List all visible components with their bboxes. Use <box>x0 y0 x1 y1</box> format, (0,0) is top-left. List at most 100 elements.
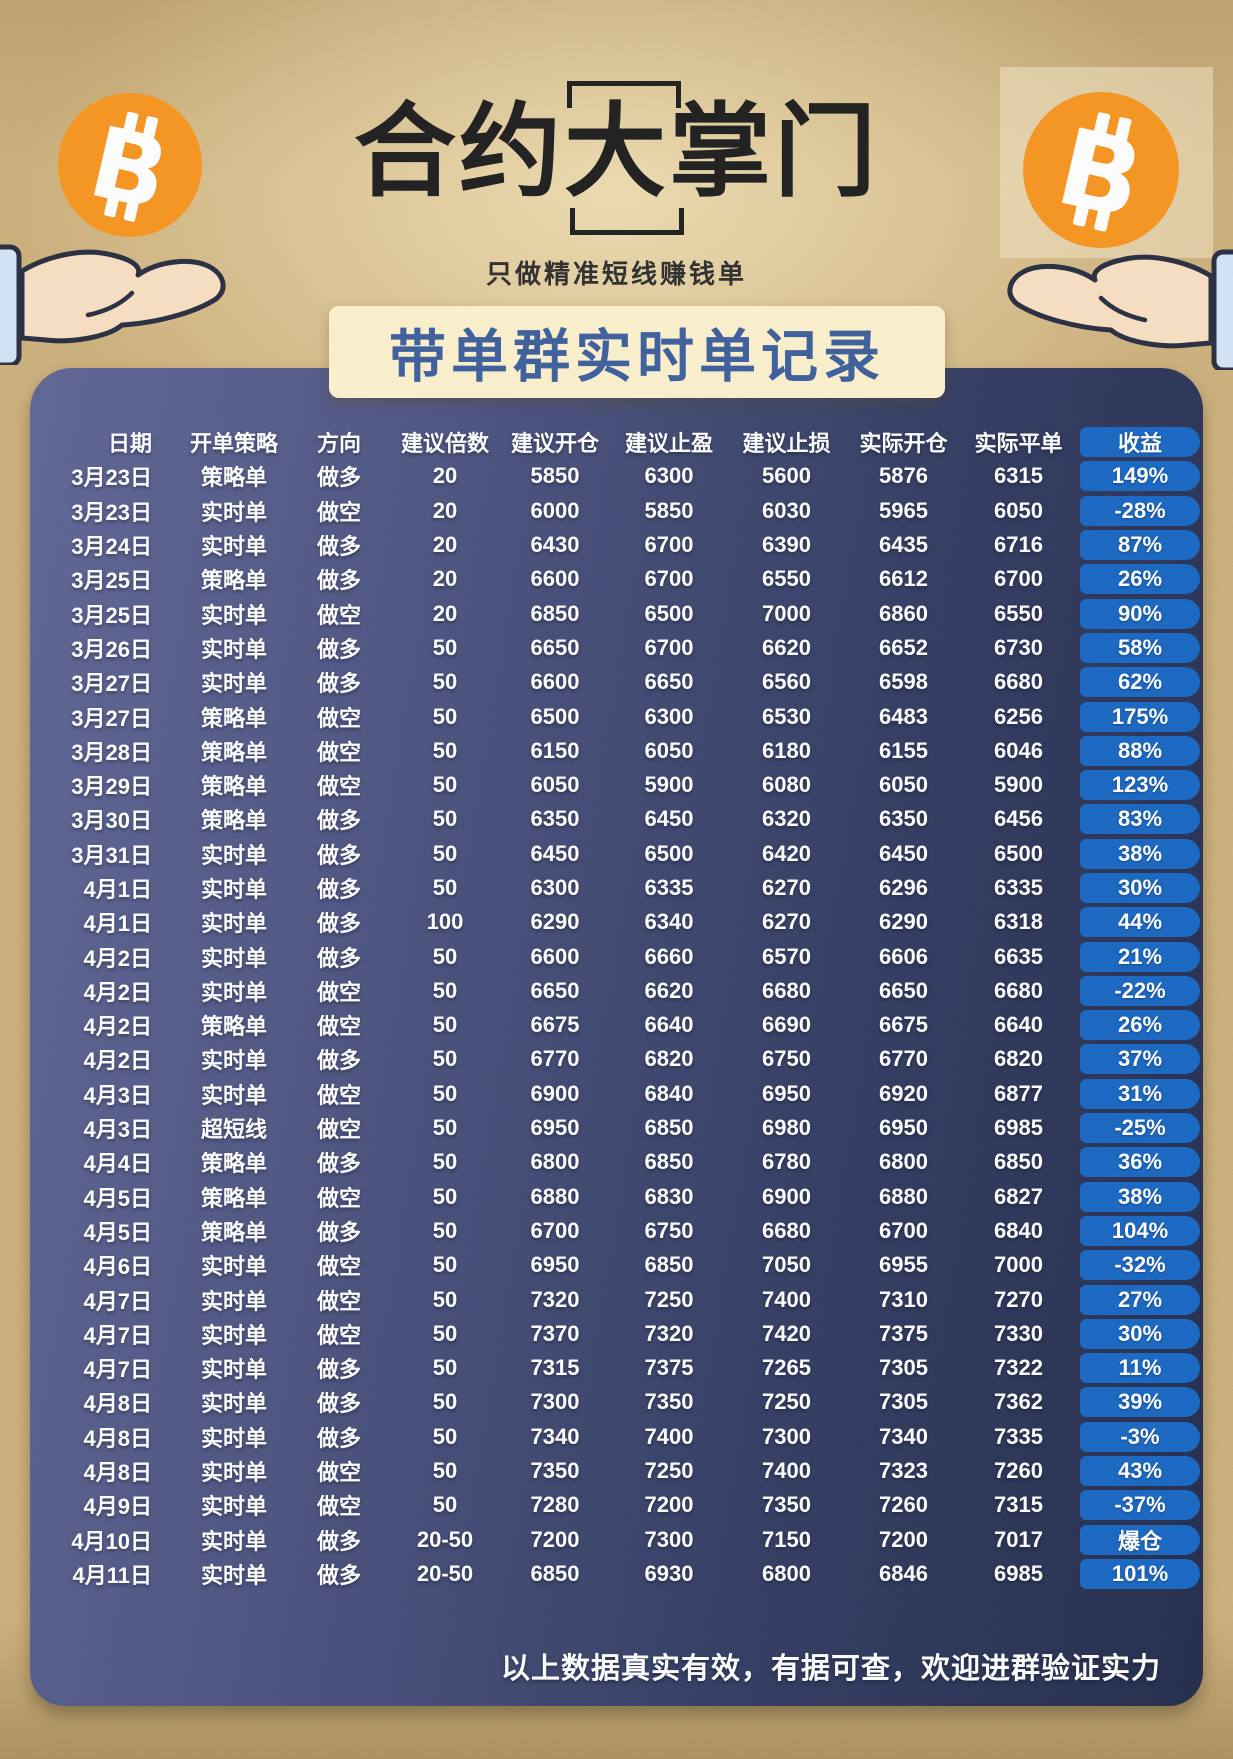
cell-leverage: 20 <box>432 532 458 558</box>
cell-strategy: 实时单 <box>200 945 267 971</box>
cell-suggested-stop-loss: 6680 <box>762 1217 811 1243</box>
cell-actual-close: 6850 <box>994 1149 1043 1175</box>
table-row: 3月26日 实时单 做多 50 6650 6700 6620 6652 6730… <box>30 631 1203 665</box>
cell-date: 4月2日 <box>83 979 152 1005</box>
cell-actual-entry: 6483 <box>879 703 928 729</box>
cell-suggested-take-profit: 5900 <box>644 772 694 798</box>
cell-actual-close: 7000 <box>994 1252 1043 1278</box>
cell-direction: 做空 <box>316 1288 361 1314</box>
cell-suggested-stop-loss: 7265 <box>762 1355 811 1381</box>
table-row: 3月29日 策略单 做空 50 6050 5900 6080 6050 5900… <box>30 768 1203 802</box>
cell-suggested-take-profit: 6500 <box>644 840 694 866</box>
cell-suggested-stop-loss: 7400 <box>762 1286 811 1312</box>
cell-suggested-entry: 7315 <box>530 1355 580 1381</box>
cell-leverage: 50 <box>432 1080 458 1106</box>
cell-direction: 做多 <box>316 1219 361 1245</box>
cell-strategy: 策略单 <box>200 774 267 800</box>
cell-date: 4月8日 <box>83 1425 152 1451</box>
cell-actual-entry: 6675 <box>879 1012 928 1038</box>
records-table: 日期 开单策略 方向 建议倍数 建议开仓 建议止盈 建议止损 实际开仓 实际平单… <box>30 425 1203 1591</box>
cell-date: 3月31日 <box>71 842 152 868</box>
cell-strategy: 实时单 <box>200 1082 267 1108</box>
cell-actual-close: 5900 <box>994 772 1043 798</box>
cell-strategy: 策略单 <box>200 568 267 594</box>
cell-leverage: 50 <box>432 1252 458 1278</box>
cell-direction: 方向 <box>316 431 361 457</box>
profit-badge: -32% <box>1080 1250 1200 1281</box>
cell-strategy: 实时单 <box>200 979 267 1005</box>
profit-badge: -28% <box>1080 495 1200 526</box>
table-row: 4月2日 策略单 做空 50 6675 6640 6690 6675 6640 … <box>30 1008 1203 1042</box>
cell-suggested-entry: 6430 <box>530 532 580 558</box>
cell-strategy: 策略单 <box>200 1151 267 1177</box>
table-row: 3月25日 策略单 做多 20 6600 6700 6550 6612 6700… <box>30 562 1203 596</box>
cell-leverage: 100 <box>426 909 464 935</box>
cell-direction: 做空 <box>316 774 361 800</box>
cell-profit: 83% <box>1075 804 1203 835</box>
table-row: 3月23日 实时单 做空 20 6000 5850 6030 5965 6050… <box>30 494 1203 528</box>
cell-suggested-entry: 7300 <box>530 1389 580 1415</box>
cell-strategy: 实时单 <box>200 1322 267 1348</box>
cell-suggested-take-profit: 6850 <box>644 1115 694 1141</box>
profit-badge: 收益 <box>1080 427 1200 458</box>
cell-suggested-take-profit: 6300 <box>644 463 694 489</box>
cell-suggested-entry: 6600 <box>530 566 580 592</box>
cell-suggested-take-profit: 6820 <box>644 1046 694 1072</box>
cell-actual-close: 7270 <box>994 1286 1043 1312</box>
cell-actual-close: 实际平单 <box>974 431 1063 457</box>
cell-actual-close: 6550 <box>994 600 1043 626</box>
cell-suggested-entry: 7340 <box>530 1423 580 1449</box>
table-row: 4月8日 实时单 做多 50 7340 7400 7300 7340 7335 … <box>30 1420 1203 1454</box>
cell-leverage: 50 <box>432 840 458 866</box>
cell-leverage: 20 <box>432 566 458 592</box>
cell-suggested-stop-loss: 6530 <box>762 703 811 729</box>
cell-actual-close: 6335 <box>994 875 1043 900</box>
cell-date: 4月1日 <box>83 877 152 902</box>
cell-profit: 30% <box>1075 1318 1203 1349</box>
cell-suggested-stop-loss: 6950 <box>762 1080 811 1106</box>
cell-suggested-take-profit: 6340 <box>644 909 694 935</box>
cell-strategy: 开单策略 <box>189 431 278 457</box>
cell-profit: -37% <box>1075 1490 1203 1521</box>
table-row: 4月7日 实时单 做空 50 7370 7320 7420 7375 7330 … <box>30 1317 1203 1351</box>
cell-suggested-entry: 6600 <box>530 669 580 695</box>
cell-direction: 做多 <box>316 911 361 937</box>
profit-badge: 88% <box>1080 735 1200 766</box>
profit-badge: 44% <box>1080 907 1200 938</box>
cell-direction: 做空 <box>316 1014 361 1040</box>
cell-suggested-take-profit: 5850 <box>644 497 694 523</box>
cell-leverage: 50 <box>432 634 458 660</box>
cell-suggested-stop-loss: 6420 <box>762 840 811 866</box>
cell-suggested-take-profit: 7320 <box>644 1320 694 1346</box>
cell-strategy: 策略单 <box>200 1014 267 1040</box>
cell-direction: 做空 <box>316 979 361 1005</box>
cell-suggested-stop-loss: 6900 <box>762 1183 811 1209</box>
cell-date: 4月3日 <box>83 1117 152 1143</box>
cell-direction: 做空 <box>316 602 361 628</box>
table-row: 4月9日 实时单 做空 50 7280 7200 7350 7260 7315 … <box>30 1488 1203 1522</box>
cell-suggested-take-profit: 6300 <box>644 703 694 729</box>
cell-actual-entry: 6435 <box>879 532 928 558</box>
cell-suggested-take-profit: 6050 <box>644 737 694 763</box>
cell-actual-entry: 6598 <box>879 669 928 695</box>
cell-suggested-take-profit: 7250 <box>644 1286 694 1312</box>
table-row: 4月2日 实时单 做空 50 6650 6620 6680 6650 6680 … <box>30 974 1203 1008</box>
cell-direction: 做多 <box>316 842 361 868</box>
cell-profit: 26% <box>1075 564 1203 595</box>
cell-date: 4月8日 <box>83 1391 152 1417</box>
cell-date: 4月2日 <box>83 1014 152 1040</box>
cell-leverage: 50 <box>432 1149 458 1175</box>
cell-actual-close: 6680 <box>994 977 1043 1003</box>
cell-suggested-stop-loss: 7400 <box>762 1458 811 1484</box>
cell-actual-close: 6456 <box>994 806 1043 832</box>
cell-actual-entry: 6950 <box>879 1115 928 1141</box>
profit-badge: 104% <box>1080 1215 1200 1246</box>
cell-date: 3月25日 <box>71 602 152 628</box>
cell-strategy: 实时单 <box>200 1528 267 1554</box>
cell-leverage: 50 <box>432 1183 458 1209</box>
cell-leverage: 50 <box>432 1423 458 1449</box>
cell-date: 3月26日 <box>71 636 152 662</box>
table-row: 4月3日 超短线 做空 50 6950 6850 6980 6950 6985 … <box>30 1111 1203 1145</box>
cell-actual-entry: 6296 <box>879 875 928 900</box>
cell-profit: 175% <box>1075 701 1203 732</box>
